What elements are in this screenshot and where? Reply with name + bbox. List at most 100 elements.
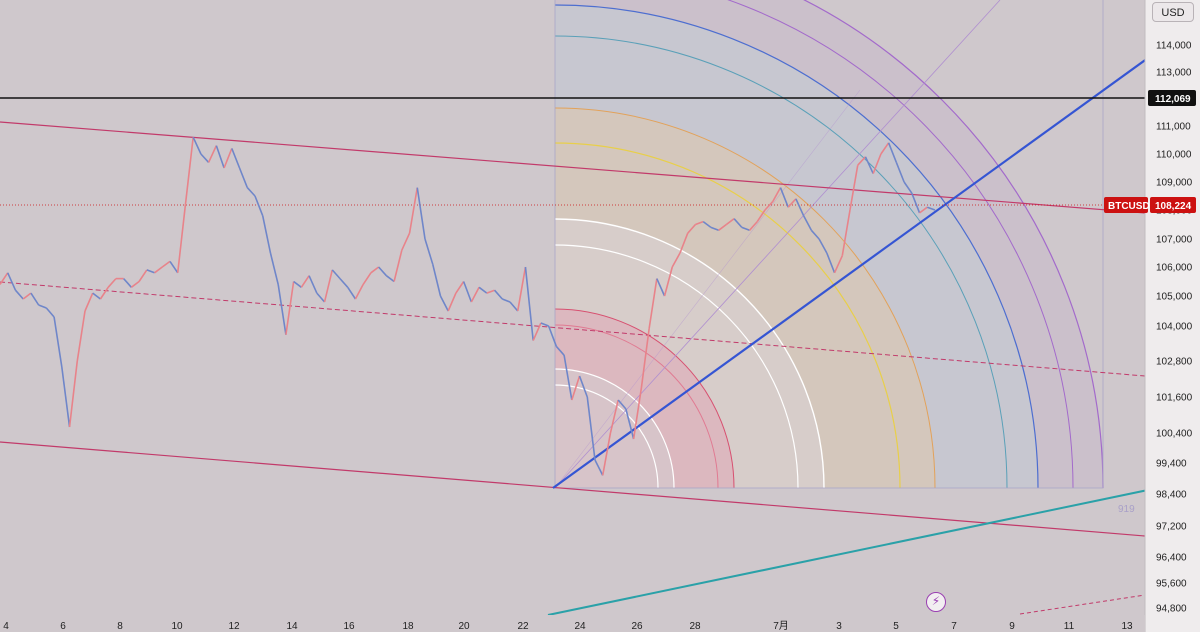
price-segment [663,266,674,297]
price-segment [316,292,326,303]
gann-arc-inner [555,369,674,488]
price-tick-label: 97,200 [1156,522,1187,533]
price-segment [586,396,596,461]
time-tick-label: 16 [343,621,355,632]
price-segment [578,375,589,398]
time-tick-label: 26 [631,621,643,632]
price-segment [872,153,882,174]
price-tick-label: 107,000 [1156,235,1193,246]
horizontal-line-price: 112,069 [1155,94,1191,105]
price-segment [431,264,442,297]
price-segment [339,278,349,288]
price-segment [486,289,495,294]
teal-trend-line[interactable] [547,489,1149,616]
price-tick-label: 101,600 [1156,393,1193,404]
time-tick-label: 7月 [773,620,789,632]
price-segment [14,289,24,300]
time-tick-label: 20 [458,621,470,632]
price-segment [563,355,573,401]
price-segment [617,399,627,410]
price-segment [107,278,117,288]
price-segment [733,218,743,228]
price-segment [370,266,380,274]
price-segment [849,165,859,211]
price-segment [22,292,32,300]
price-segment [540,322,549,327]
price-segment [416,187,426,240]
price-tick-label: 106,000 [1156,263,1193,274]
dashed-bottom-line[interactable] [1019,594,1146,615]
lightning-icon[interactable]: ⚡ [926,592,946,612]
price-segment [609,399,619,434]
price-segment [176,204,187,273]
price-segment [516,266,527,312]
price-segment [764,201,774,211]
price-tick-label: 110,000 [1156,150,1192,161]
price-segment [246,187,256,197]
price-segment [462,281,473,303]
time-axis[interactable] [0,615,1145,632]
currency-button[interactable]: USD [1152,2,1194,22]
price-tick-label: 102,800 [1156,357,1193,368]
price-segment [779,187,789,208]
price-segment [547,325,558,347]
price-segment [625,408,635,440]
price-segment [833,255,844,274]
price-segment [802,215,813,231]
price-segment [687,223,697,234]
price-segment [895,162,905,183]
price-segment [826,252,836,274]
price-segment [0,272,9,285]
price-segment [424,238,434,265]
price-segment [787,198,797,208]
price-tick-label: 113,000 [1156,68,1192,79]
price-tick-label: 111,000 [1156,122,1191,133]
channel-lower-line[interactable] [0,441,1146,537]
price-segment [378,266,387,277]
price-segment [718,223,727,231]
price-segment [447,292,457,312]
time-tick-label: 3 [836,621,842,632]
price-tick-label: 114,000 [1156,41,1192,52]
price-segment [594,459,604,476]
price-segment [455,281,465,294]
time-tick-label: 7 [951,621,957,632]
price-segment [347,286,357,300]
time-tick-label: 11 [1064,621,1075,632]
price-segment [254,195,264,217]
price-segment [648,278,658,330]
price-segment [640,328,650,389]
price-segment [261,215,272,254]
price-segment [841,209,851,256]
price-segment [555,345,565,356]
time-tick-label: 13 [1121,621,1133,632]
price-segment [323,269,334,303]
price-segment [887,142,898,163]
price-segment [269,252,279,285]
price-segment [710,226,719,232]
price-tick-label: 105,000 [1156,292,1193,303]
price-segment [772,187,782,202]
price-segment [385,275,395,283]
price-tick-label: 100,400 [1156,429,1193,440]
price-segment [470,286,480,303]
price-segment [76,310,86,362]
price-segment [401,232,411,251]
price-segment [864,156,874,174]
price-segment [68,360,79,428]
price-segment [911,192,921,214]
price-segment [38,304,47,309]
time-tick-label: 6 [60,621,66,632]
price-segment [903,181,913,194]
price-segment [857,156,867,166]
price-segment [238,167,249,188]
blue-trend-line[interactable] [552,57,1149,489]
price-segment [354,284,364,300]
price-segment [123,278,132,288]
price-segment [741,226,750,232]
price-segment [285,281,295,335]
gann-fan-drawing[interactable]: 919 [554,0,1135,515]
price-segment [84,292,94,312]
